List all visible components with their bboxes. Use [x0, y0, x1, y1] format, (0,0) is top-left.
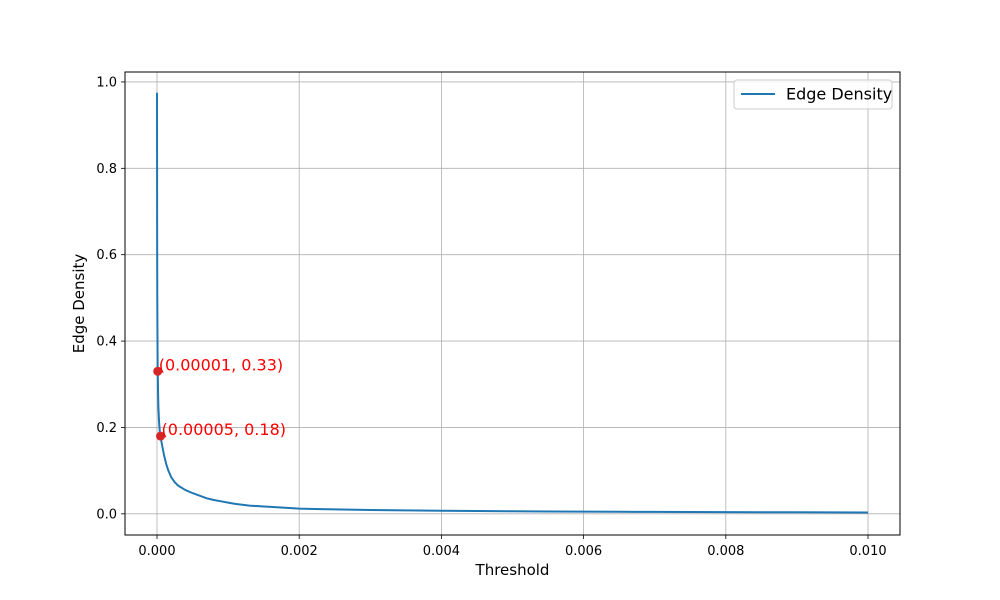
y-tick-label: 0.0	[96, 507, 117, 522]
y-tick-label: 0.2	[96, 421, 117, 436]
x-tick-label: 0.010	[849, 544, 886, 559]
x-axis-title: Threshold	[475, 561, 550, 579]
grid-layer	[125, 72, 900, 535]
highlight-point-label: (0.00005, 0.18)	[162, 420, 286, 439]
y-tick-label: 0.6	[96, 248, 117, 263]
y-tick-label: 0.4	[96, 335, 117, 350]
highlight-point	[156, 431, 166, 441]
highlight-points-layer: (0.00001, 0.33) (0.00005, 0.18)	[153, 355, 286, 441]
legend: Edge Density	[733, 79, 893, 110]
ticks-layer: 0.000 0.002 0.004 0.006 0.008 0.010 0.0 0.2 0.4 0…	[96, 75, 886, 559]
y-tick-label: 1.0	[96, 75, 117, 90]
plot-frame	[124, 71, 901, 536]
x-tick-label: 0.006	[565, 544, 602, 559]
x-tick-label: 0.008	[707, 544, 744, 559]
highlight-point	[153, 366, 163, 376]
x-tick-label: 0.000	[138, 544, 175, 559]
legend-label-edge-density: Edge Density	[786, 85, 892, 104]
x-tick-label: 0.004	[423, 544, 460, 559]
y-axis-title: Edge Density	[70, 254, 88, 354]
series-line-edge-density	[156, 92, 869, 514]
x-tick-label: 0.002	[281, 544, 318, 559]
legend-box	[733, 79, 893, 110]
highlight-point-label: (0.00001, 0.33)	[159, 355, 283, 374]
y-tick-label: 0.8	[96, 162, 117, 177]
series-layer	[156, 92, 869, 514]
